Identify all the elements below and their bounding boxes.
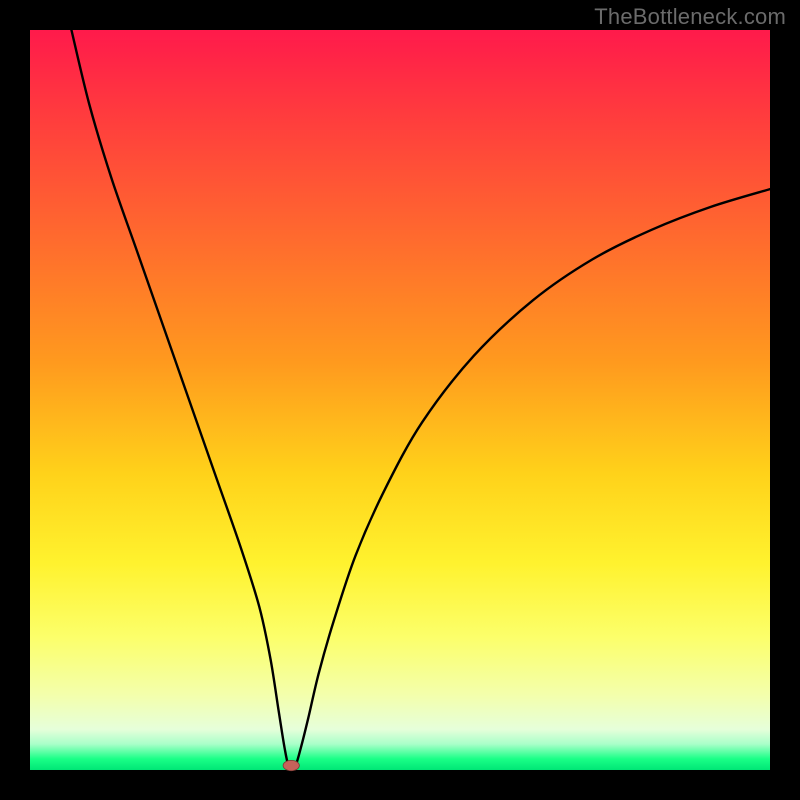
bottleneck-chart bbox=[0, 0, 800, 800]
plot-gradient-area bbox=[30, 30, 770, 770]
optimal-point-marker bbox=[283, 760, 299, 770]
chart-container: TheBottleneck.com bbox=[0, 0, 800, 800]
